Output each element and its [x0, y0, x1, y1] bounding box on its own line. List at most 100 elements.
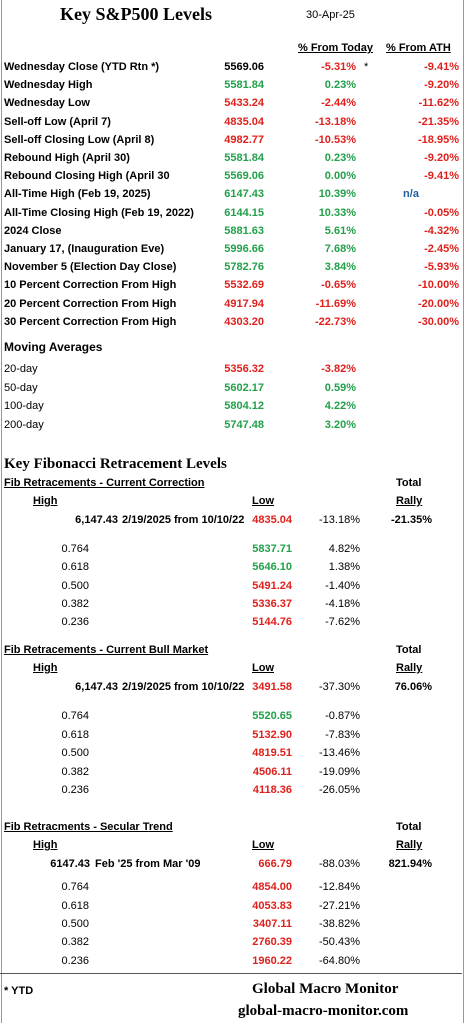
value: 5532.69 [224, 279, 264, 291]
level-row: 20 Percent Correction From High 4917.94 -1… [0, 296, 472, 312]
value: 6147.43 [224, 188, 264, 200]
from-today: 3.84% [324, 261, 356, 273]
level-row: 10 Percent Correction From High 5532.69 -0… [0, 277, 472, 293]
rally-label: Rally [396, 839, 423, 851]
label: 200-day [4, 419, 44, 431]
from-ath: n/a [403, 188, 419, 200]
ratio: 0.500 [61, 580, 89, 592]
fib-row: 0.618 4053.83 -27.21% [0, 898, 472, 914]
level-row: 2024 Close 5881.63 5.61% -4.32% [0, 223, 472, 239]
level-row: November 5 (Election Day Close) 5782.76 3.… [0, 259, 472, 275]
ratio: 0.382 [61, 766, 89, 778]
from-today: -11.69% [315, 298, 356, 310]
from-ath: -9.20% [424, 79, 459, 91]
from-today: -10.53% [315, 134, 356, 146]
value: 5433.24 [224, 97, 264, 109]
value: 4506.11 [252, 766, 292, 778]
from-today: 5.61% [324, 225, 356, 237]
value: 4118.36 [252, 784, 292, 796]
change: -88.03% [319, 858, 360, 870]
level-row: Wednesday Close (YTD Rtn *) 5569.06 -5.31%… [0, 59, 472, 75]
ratio: 0.764 [61, 543, 89, 555]
value: 5520.65 [252, 710, 292, 722]
value: 5569.06 [224, 170, 264, 182]
footnote: * YTD [4, 985, 34, 997]
value: 5881.63 [224, 225, 264, 237]
fib-main-row: 6,147.43 2/19/2025 from 10/10/22 4835.04 -1… [0, 512, 472, 528]
value: 4053.83 [252, 900, 292, 912]
from-ath: -11.62% [418, 97, 459, 109]
from-ath: -10.00% [418, 279, 459, 291]
value: 5747.48 [224, 419, 264, 431]
label: 100-day [4, 400, 44, 412]
level-row: 30 Percent Correction From High 4303.20 -2… [0, 314, 472, 330]
label: Sell-off Low (April 7) [4, 116, 111, 128]
change: -4.18% [325, 598, 360, 610]
level-row: Sell-off Low (April 7) 4835.04 -13.18% -21.… [0, 114, 472, 130]
fib-row: 0.382 2760.39 -50.43% [0, 934, 472, 950]
from-ath: -9.41% [424, 170, 459, 182]
brand: Global Macro Monitor [252, 981, 399, 997]
fib-row: 0.618 5132.90 -7.83% [0, 727, 472, 743]
rally: -21.35% [391, 514, 432, 526]
high-label: High [33, 662, 58, 674]
value: 5144.76 [252, 616, 292, 628]
period: Feb '25 from Mar '09 [95, 858, 201, 870]
from-today: -3.82% [321, 363, 356, 375]
label: Sell-off Closing Low (April 8) [4, 134, 155, 146]
ratio: 0.764 [61, 710, 89, 722]
value: 6144.15 [224, 207, 264, 219]
value: 5581.84 [224, 152, 264, 164]
fib-row: 0.500 3407.11 -38.82% [0, 916, 472, 932]
from-ath: -30.00% [418, 316, 459, 328]
period: 2/19/2025 from 10/10/22 [122, 681, 245, 693]
change: -12.84% [319, 881, 360, 893]
rally-label: Rally [396, 662, 423, 674]
from-today: -2.44% [321, 97, 356, 109]
from-ath: -9.20% [424, 152, 459, 164]
rally: 821.94% [388, 858, 432, 870]
fib-row: 0.236 1960.22 -64.80% [0, 953, 472, 969]
value: 5581.84 [224, 79, 264, 91]
fib-section-title: Fib Retracements - Current Bull Market [4, 644, 209, 656]
high: 6,147.43 [75, 681, 118, 693]
ratio: 0.618 [61, 729, 89, 741]
fib-section-title: Fib Retracments - Secular Trend [4, 821, 173, 833]
ratio: 0.382 [61, 936, 89, 948]
ma-row: 200-day 5747.48 3.20% [0, 417, 472, 433]
from-today: 0.59% [324, 382, 356, 394]
fib-row: 0.618 5646.10 1.38% [0, 559, 472, 575]
value: 1960.22 [252, 955, 292, 967]
value: 5336.37 [252, 598, 292, 610]
high-label: High [33, 839, 58, 851]
level-row: Rebound High (April 30) 5581.84 0.23% -9.20… [0, 150, 472, 166]
ma-row: 100-day 5804.12 4.22% [0, 398, 472, 414]
fib-row: 0.382 5336.37 -4.18% [0, 596, 472, 612]
level-row: Rebound Closing High (April 30 5569.06 0.0… [0, 168, 472, 184]
total-label: Total [396, 821, 422, 833]
border-right [463, 0, 464, 1023]
rally-label: Rally [396, 495, 423, 507]
from-ath: -0.05% [424, 207, 459, 219]
ratio: 0.236 [61, 616, 89, 628]
from-ath: -20.00% [418, 298, 459, 310]
ratio: 0.500 [61, 918, 89, 930]
from-ath: -5.93% [424, 261, 459, 273]
high-label: High [33, 495, 58, 507]
level-row: Wednesday Low 5433.24 -2.44% -11.62% [0, 95, 472, 111]
from-today: -5.31% [321, 61, 356, 73]
label: Wednesday Close (YTD Rtn *) [4, 61, 160, 73]
from-today: -0.65% [321, 279, 356, 291]
value: 4819.51 [252, 747, 292, 759]
value: 4835.04 [224, 116, 264, 128]
change: 4.82% [328, 543, 360, 555]
change: -7.62% [325, 616, 360, 628]
section-title: Moving Averages [4, 340, 103, 354]
value: 5804.12 [224, 400, 264, 412]
change: -38.82% [319, 918, 360, 930]
label: Rebound High (April 30) [4, 152, 130, 164]
period: 2/19/2025 from 10/10/22 [122, 514, 245, 526]
value: 5132.90 [252, 729, 292, 741]
low: 666.79 [258, 858, 292, 870]
value: 4854.00 [252, 881, 292, 893]
